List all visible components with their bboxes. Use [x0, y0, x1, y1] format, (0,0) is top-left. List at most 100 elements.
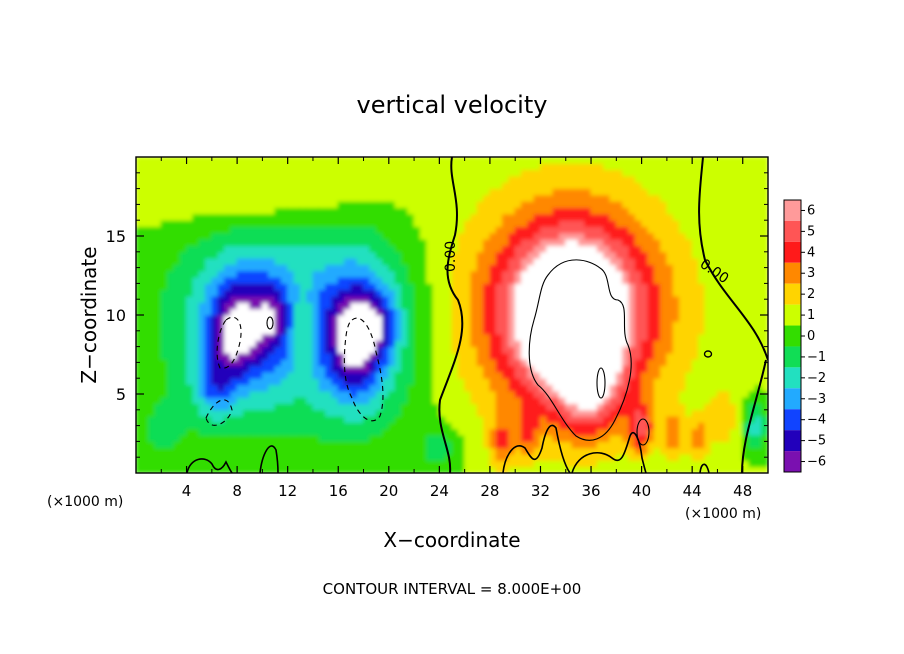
heatmap-cell: [521, 390, 529, 398]
heatmap-cell: [438, 365, 447, 373]
heatmap-cell: [584, 308, 592, 316]
heatmap-cell: [331, 244, 339, 253]
heatmap-cell: [565, 157, 573, 164]
heatmap-cell: [198, 377, 207, 386]
heatmap-cell: [394, 365, 402, 373]
heatmap-cell: [754, 188, 763, 196]
heatmap-cell: [590, 327, 598, 335]
heatmap-cell: [502, 226, 510, 234]
heatmap-cell: [223, 314, 232, 322]
heatmap-cell: [280, 365, 289, 373]
heatmap-cell: [179, 188, 188, 196]
heatmap-cell: [179, 226, 188, 234]
heatmap-cell: [451, 409, 459, 417]
heatmap-cell: [666, 270, 674, 278]
heatmap-cell: [660, 346, 668, 354]
heatmap-cell: [141, 257, 150, 265]
heatmap-cell: [255, 402, 263, 411]
heatmap-cell: [628, 244, 636, 253]
heatmap-cell: [230, 466, 238, 473]
heatmap-cell: [584, 207, 592, 215]
heatmap-cell: [242, 219, 251, 228]
heatmap-cell: [539, 213, 548, 221]
heatmap-cell: [660, 188, 668, 196]
heatmap-cell: [186, 257, 194, 265]
heatmap-cell: [394, 320, 402, 329]
heatmap-cell: [679, 301, 687, 310]
heatmap-cell: [628, 371, 636, 379]
heatmap-cell: [558, 226, 567, 234]
heatmap-cell: [464, 327, 472, 335]
heatmap-cell: [394, 396, 402, 404]
heatmap-cell: [615, 308, 624, 316]
heatmap-cell: [419, 447, 428, 455]
heatmap-cell: [432, 200, 440, 209]
heatmap-cell: [483, 194, 491, 202]
heatmap-cell: [274, 270, 282, 278]
heatmap-cell: [230, 200, 238, 209]
heatmap-cell: [521, 409, 529, 417]
heatmap-cell: [419, 320, 428, 329]
heatmap-cell: [622, 226, 630, 234]
heatmap-cell: [577, 327, 586, 335]
heatmap-cell: [381, 339, 390, 348]
heatmap-cell: [470, 289, 478, 297]
heatmap-cell: [217, 339, 225, 348]
heatmap-cell: [363, 339, 371, 348]
heatmap-cell: [704, 226, 712, 234]
heatmap-cell: [596, 194, 605, 202]
heatmap-cell: [299, 232, 308, 240]
heatmap-cell: [451, 244, 459, 253]
heatmap-cell: [622, 384, 630, 392]
heatmap-cell: [407, 238, 415, 246]
heatmap-cell: [754, 415, 763, 423]
heatmap-cell: [154, 207, 162, 215]
heatmap-cell: [325, 270, 333, 278]
heatmap-cell: [514, 194, 523, 202]
heatmap-cell: [141, 365, 150, 373]
heatmap-cell: [255, 428, 263, 436]
heatmap-cell: [318, 238, 327, 246]
heatmap-cell: [590, 181, 598, 190]
heatmap-cell: [344, 162, 352, 171]
heatmap-cell: [704, 181, 712, 190]
heatmap-cell: [192, 440, 200, 449]
heatmap-cell: [432, 295, 440, 303]
heatmap-cell: [666, 169, 674, 177]
heatmap-cell: [312, 371, 320, 379]
heatmap-cell: [710, 226, 718, 234]
heatmap-cell: [660, 339, 668, 348]
heatmap-cell: [584, 434, 592, 442]
heatmap-cell: [577, 346, 586, 354]
heatmap-cell: [590, 365, 598, 373]
heatmap-cell: [521, 314, 529, 322]
heatmap-cell: [242, 409, 251, 417]
heatmap-cell: [565, 320, 573, 329]
heatmap-cell: [464, 358, 472, 367]
heatmap-cell: [160, 175, 169, 183]
heatmap-cell: [527, 339, 535, 348]
heatmap-cell: [577, 339, 586, 348]
heatmap-cell: [483, 157, 491, 164]
heatmap-cell: [186, 301, 194, 310]
heatmap-cell: [679, 257, 687, 265]
heatmap-cell: [723, 162, 731, 171]
heatmap-cell: [742, 263, 750, 272]
heatmap-cell: [255, 282, 263, 291]
heatmap-cell: [552, 188, 560, 196]
heatmap-cell: [293, 453, 301, 461]
heatmap-cell: [236, 415, 244, 423]
heatmap-cell: [577, 415, 586, 423]
heatmap-cell: [729, 270, 737, 278]
heatmap-cell: [527, 314, 535, 322]
heatmap-cell: [388, 390, 396, 398]
heatmap-cell: [577, 447, 586, 455]
heatmap-cell: [495, 409, 504, 417]
heatmap-cell: [407, 339, 415, 348]
heatmap-cell: [628, 428, 636, 436]
heatmap-cell: [571, 282, 579, 291]
heatmap-cell: [552, 453, 560, 461]
heatmap-cell: [660, 295, 668, 303]
heatmap-cell: [527, 282, 535, 291]
heatmap-cell: [236, 402, 244, 411]
